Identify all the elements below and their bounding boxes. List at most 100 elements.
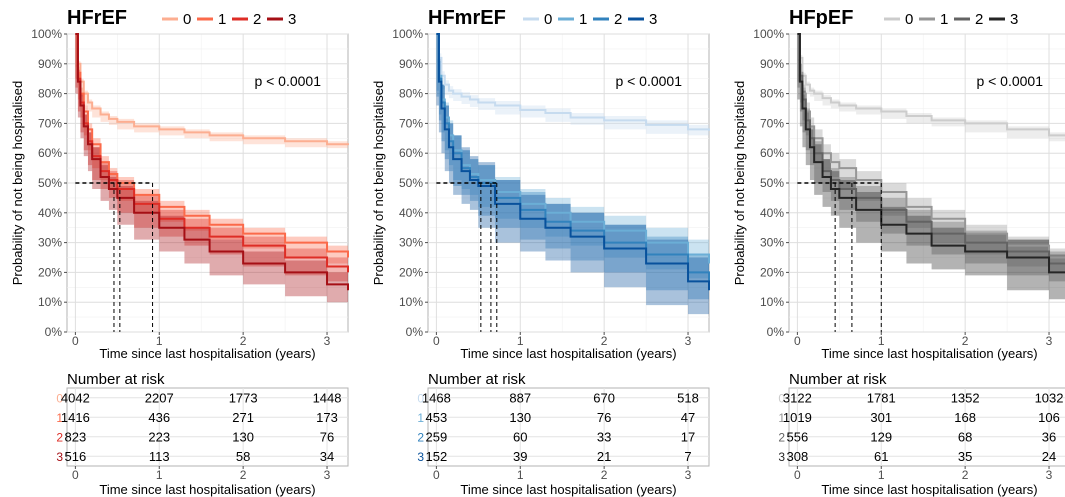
risk-table-title: Number at risk: [67, 371, 165, 388]
risk-table-cell: 129: [870, 429, 892, 444]
risk-table-cell: 4042: [61, 390, 90, 405]
km-curve-series-3: [75, 33, 349, 291]
risk-table-cell: 516: [65, 449, 87, 464]
risk-table-x-tick-label: 2: [601, 468, 608, 482]
x-tick-label: 2: [240, 334, 247, 348]
x-axis-label: Time since last hospitalisation (years): [99, 346, 315, 361]
risk-table-cell: 887: [509, 390, 531, 405]
y-tick-label: 100%: [392, 27, 423, 41]
risk-table-cell: 33: [597, 429, 611, 444]
y-tick-label: 70%: [399, 116, 423, 130]
risk-table-stratum-label: 3: [417, 450, 424, 464]
x-tick-label: 1: [517, 334, 524, 348]
ci-band-series-2: [75, 34, 348, 282]
risk-table-stratum-label: 3: [56, 450, 63, 464]
legend-label-series-2: 2: [975, 11, 983, 28]
y-tick-label: 50%: [38, 176, 62, 190]
risk-table-x-tick-label: 3: [324, 468, 331, 482]
risk-table-area: [66, 387, 349, 467]
y-axis-label: Probability of not being hospitalised: [10, 81, 25, 286]
y-tick-label: 10%: [399, 295, 423, 309]
legend-label-series-3: 3: [288, 11, 296, 28]
risk-table-stratum-label: 0: [778, 391, 785, 405]
risk-table-x-axis-label: Time since last hospitalisation (years): [460, 482, 676, 497]
legend-label-series-2: 2: [253, 11, 261, 28]
x-tick-label: 2: [962, 334, 969, 348]
risk-table-cell: 47: [681, 410, 695, 425]
risk-table-cell: 36: [1042, 429, 1056, 444]
risk-table-cell: 301: [870, 410, 892, 425]
legend-label-series-1: 1: [940, 11, 948, 28]
km-curve-series-3: [436, 33, 710, 291]
y-tick-label: 30%: [760, 236, 784, 250]
y-tick-label: 0%: [767, 325, 785, 339]
ci-band-series-3: [797, 34, 1065, 300]
ci-band-series-3: [75, 34, 348, 303]
y-tick-label: 80%: [399, 87, 423, 101]
risk-table-cell: 518: [677, 390, 699, 405]
p-value-annotation: p < 0.0001: [976, 73, 1043, 89]
y-tick-label: 10%: [760, 295, 784, 309]
x-tick-label: 3: [324, 334, 331, 348]
y-tick-label: 0%: [406, 325, 424, 339]
risk-table-title: Number at risk: [428, 371, 526, 388]
legend-label-series-0: 0: [905, 11, 913, 28]
risk-table-cell: 1352: [951, 390, 980, 405]
ci-band-series-2: [797, 34, 1065, 282]
risk-table-cell: 7: [684, 449, 691, 464]
y-tick-label: 0%: [45, 325, 63, 339]
risk-table-x-tick-label: 0: [794, 468, 801, 482]
legend-label-series-0: 0: [183, 11, 191, 28]
risk-table-x-axis-label: Time since last hospitalisation (years): [821, 482, 1037, 497]
y-tick-label: 60%: [38, 146, 62, 160]
risk-table-cell: 556: [787, 429, 809, 444]
ci-band-series-0: [797, 34, 1065, 142]
y-tick-label: 100%: [31, 27, 62, 41]
risk-table-cell: 823: [65, 429, 87, 444]
x-tick-label: 2: [601, 334, 608, 348]
y-tick-label: 20%: [38, 265, 62, 279]
km-panel-hfref: 0% 10% 20% 30% 40% 50% 60% 70% 80% 90% 100% 0 1 2 3 p <…: [10, 7, 349, 497]
risk-table-cell: 152: [426, 449, 448, 464]
risk-table-stratum-label: 1: [417, 411, 424, 425]
ci-band-series-1: [436, 34, 709, 279]
y-tick-label: 80%: [38, 87, 62, 101]
risk-table-x-tick-label: 0: [72, 468, 79, 482]
risk-table-stratum-label: 0: [56, 391, 63, 405]
y-tick-label: 90%: [38, 57, 62, 71]
y-tick-label: 20%: [760, 265, 784, 279]
risk-table-cell: 1019: [783, 410, 812, 425]
risk-table-cell: 106: [1038, 410, 1060, 425]
x-tick-label: 0: [794, 334, 801, 348]
km-curve-series-3: [797, 33, 1065, 274]
risk-table-area: [788, 387, 1065, 467]
y-tick-label: 50%: [760, 176, 784, 190]
risk-table-cell: 130: [509, 410, 531, 425]
y-tick-label: 30%: [399, 236, 423, 250]
x-tick-label: 0: [72, 334, 79, 348]
y-tick-label: 20%: [399, 265, 423, 279]
risk-table-cell: 271: [232, 410, 254, 425]
y-tick-label: 60%: [760, 146, 784, 160]
legend-label-series-1: 1: [218, 11, 226, 28]
risk-table-cell: 168: [954, 410, 976, 425]
risk-table-cell: 35: [958, 449, 972, 464]
legend-label-series-2: 2: [614, 11, 622, 28]
x-tick-label: 1: [156, 334, 163, 348]
x-axis-label: Time since last hospitalisation (years): [460, 346, 676, 361]
risk-table-cell: 130: [232, 429, 254, 444]
risk-table-x-tick-label: 0: [433, 468, 440, 482]
p-value-annotation: p < 0.0001: [254, 73, 321, 89]
risk-table-cell: 60: [513, 429, 527, 444]
km-curve-series-0: [436, 33, 710, 131]
y-tick-label: 80%: [760, 87, 784, 101]
risk-table-cell: 2207: [145, 390, 174, 405]
x-axis-label: Time since last hospitalisation (years): [821, 346, 1037, 361]
x-tick-label: 0: [433, 334, 440, 348]
risk-table-cell: 1773: [229, 390, 258, 405]
ci-band-series-0: [436, 34, 709, 136]
risk-table-cell: 1468: [422, 390, 451, 405]
risk-table-x-tick-label: 3: [685, 468, 692, 482]
p-value-annotation: p < 0.0001: [615, 73, 682, 89]
